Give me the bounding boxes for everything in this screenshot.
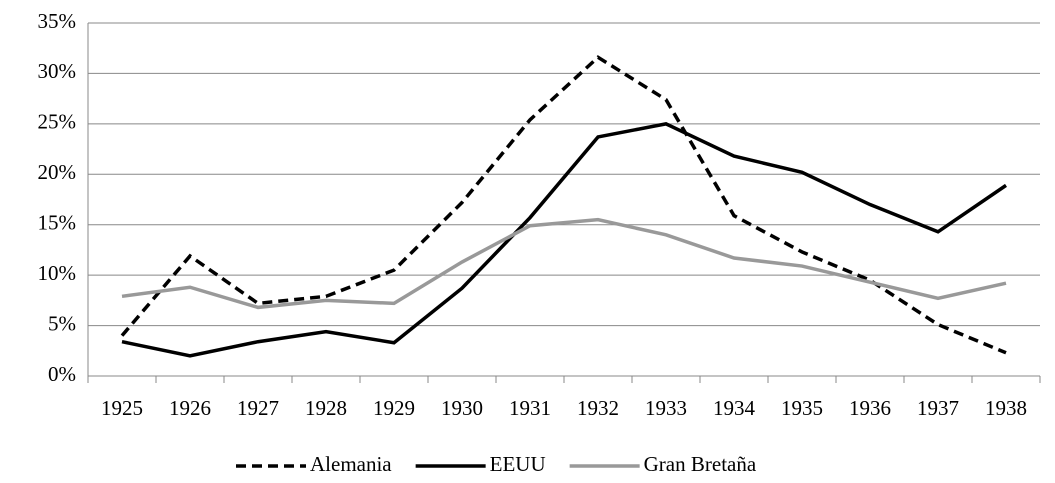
x-tick-label: 1927 xyxy=(237,396,279,420)
legend-label: Gran Bretaña xyxy=(644,452,757,476)
legend-label: Alemania xyxy=(310,452,392,476)
x-tick-label: 1936 xyxy=(849,396,891,420)
y-tick-label: 30% xyxy=(38,59,77,83)
legend-label: EEUU xyxy=(490,452,546,476)
series-line xyxy=(121,122,1007,358)
x-tick-label: 1932 xyxy=(577,396,619,420)
x-tick-label: 1937 xyxy=(917,396,959,420)
x-tick-label: 1934 xyxy=(713,396,756,420)
y-tick-label: 35% xyxy=(38,9,77,33)
x-tick-label: 1928 xyxy=(305,396,347,420)
x-tick-label: 1933 xyxy=(645,396,687,420)
y-tick-label: 20% xyxy=(38,160,77,184)
x-tick-label: 1930 xyxy=(441,396,483,420)
x-tick-label: 1938 xyxy=(985,396,1027,420)
x-tick-label: 1929 xyxy=(373,396,415,420)
x-tick-label: 1926 xyxy=(169,396,211,420)
x-tick-label: 1935 xyxy=(781,396,823,420)
y-tick-label: 10% xyxy=(38,261,77,285)
y-tick-label: 0% xyxy=(48,362,76,386)
series-line xyxy=(121,217,1007,310)
series-line xyxy=(120,55,1007,355)
y-tick-label: 15% xyxy=(38,211,77,235)
x-tick-label: 1931 xyxy=(509,396,551,420)
y-tick-label: 5% xyxy=(48,311,76,335)
x-tick-label: 1925 xyxy=(101,396,143,420)
y-tick-label: 25% xyxy=(38,110,77,134)
